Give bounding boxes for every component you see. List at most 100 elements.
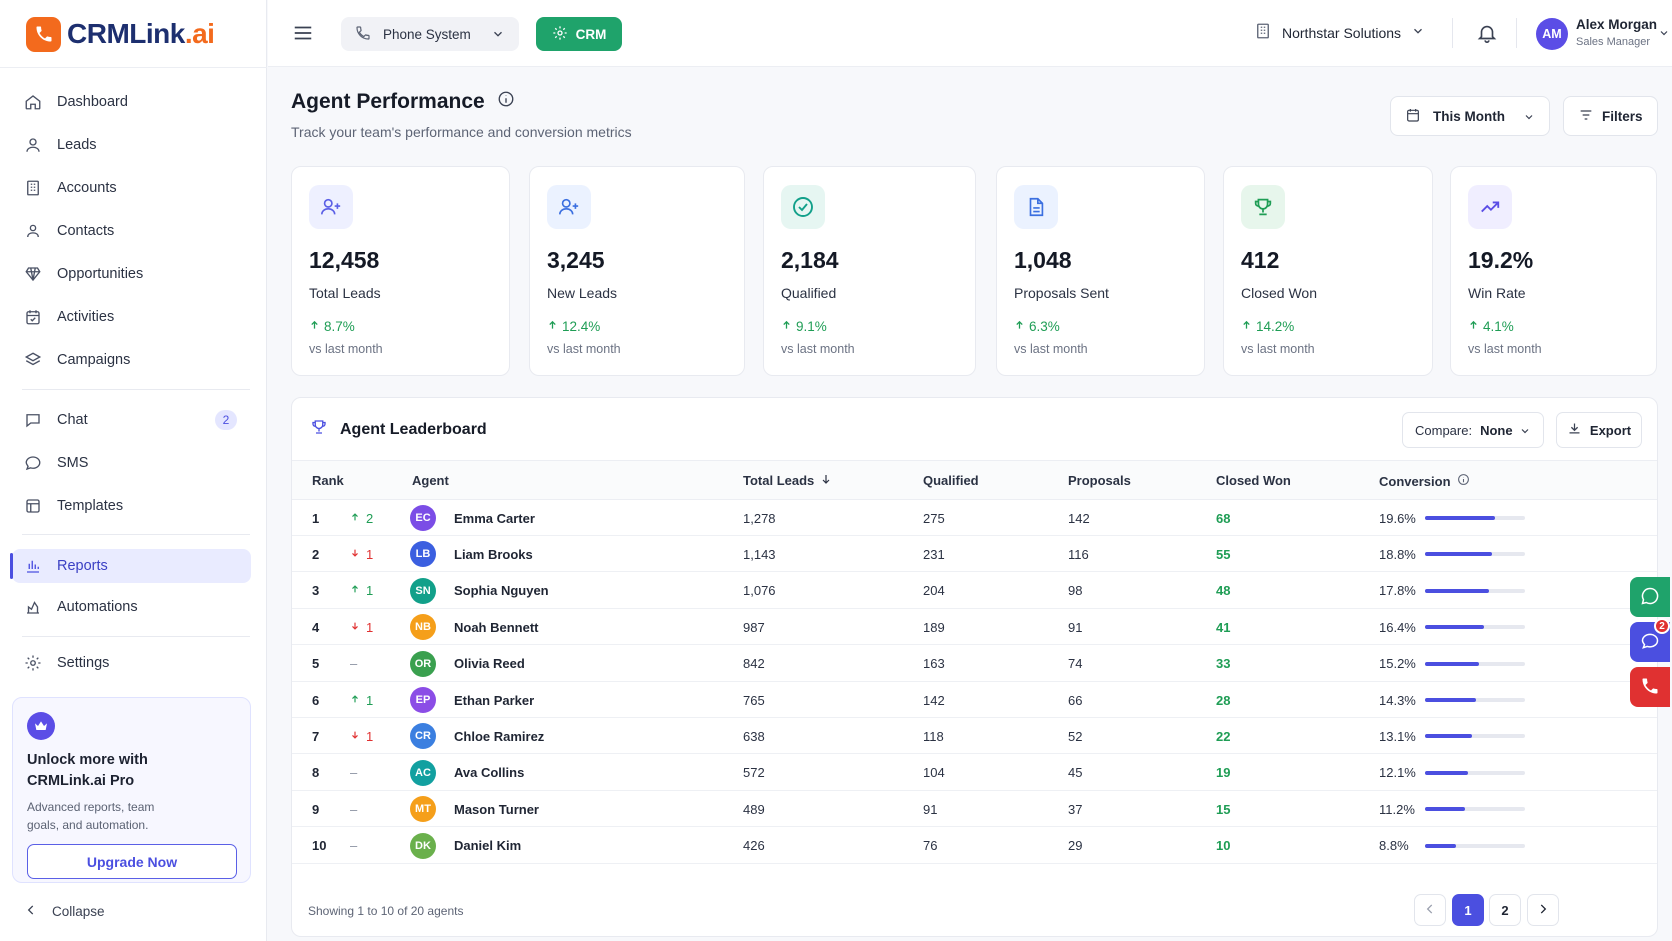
avatar: MT	[410, 796, 436, 823]
column-header-total-leads[interactable]: Total Leads	[743, 473, 832, 488]
avatar[interactable]: AM	[1536, 18, 1568, 50]
agent-cell[interactable]: AC Ava Collins	[410, 755, 524, 791]
compare-dropdown[interactable]: Compare: None	[1402, 412, 1544, 448]
kpi-card-win-rate[interactable]: 19.2% Win Rate 4.1% vs last month	[1450, 166, 1657, 376]
sidebar-item-leads[interactable]: Leads	[12, 128, 251, 162]
kpi-value: 3,245	[547, 247, 605, 273]
column-header-proposals[interactable]: Proposals	[1068, 473, 1131, 488]
sidebar-item-activities[interactable]: Activities	[12, 300, 251, 334]
table-row[interactable]: 9 – MT Mason Turner 489 91 37 15 11.2%	[292, 791, 1657, 828]
arrow-up-icon	[1468, 319, 1479, 334]
sidebar-item-accounts[interactable]: Accounts	[12, 171, 251, 205]
proposals-value: 66	[1068, 692, 1083, 708]
pagination-page-1[interactable]: 1	[1452, 894, 1484, 926]
chevron-down-icon[interactable]	[1658, 26, 1670, 42]
brand-logo[interactable]: CRMLink.ai	[26, 16, 215, 52]
sidebar-separator	[22, 534, 250, 535]
column-header-closed-won[interactable]: Closed Won	[1216, 473, 1291, 488]
kpi-change-value: 9.1%	[796, 319, 827, 334]
table-row[interactable]: 6 1 EP Ethan Parker 765 142 66 28 14.3%	[292, 682, 1657, 718]
sidebar-item-automations[interactable]: Automations	[12, 590, 251, 624]
agent-cell[interactable]: CR Chloe Ramirez	[410, 718, 544, 754]
agent-cell[interactable]: EP Ethan Parker	[410, 682, 534, 718]
kpi-comparison: vs last month	[547, 342, 621, 356]
column-header-agent[interactable]: Agent	[412, 473, 449, 488]
agent-cell[interactable]: NB Noah Bennett	[410, 609, 539, 645]
table-row[interactable]: 2 1 LB Liam Brooks 1,143 231 116 55 18.8…	[292, 536, 1657, 573]
whatsapp-float-button[interactable]	[1630, 577, 1670, 617]
crm-button[interactable]: CRM	[536, 17, 622, 51]
conversion-bar	[1425, 770, 1525, 775]
info-icon[interactable]	[497, 90, 515, 114]
kpi-card-new-leads[interactable]: 3,245 New Leads 12.4% vs last month	[529, 166, 745, 376]
table-row[interactable]: 5 – OR Olivia Reed 842 163 74 33 15.2%	[292, 646, 1657, 682]
sidebar-item-settings[interactable]: Settings	[12, 646, 251, 680]
agent-name[interactable]: Liam Brooks	[454, 546, 533, 562]
chat-icon	[23, 410, 43, 430]
agent-name[interactable]: Ava Collins	[454, 765, 525, 781]
sidebar-item-label: Dashboard	[57, 94, 128, 110]
sidebar-item-contacts[interactable]: Contacts	[12, 214, 251, 248]
agent-name[interactable]: Noah Bennett	[454, 619, 539, 635]
export-button[interactable]: Export	[1556, 412, 1642, 448]
organization-switcher[interactable]: Northstar Solutions	[1254, 22, 1425, 43]
sidebar-item-templates[interactable]: Templates	[12, 489, 251, 523]
agent-name[interactable]: Mason Turner	[454, 801, 539, 817]
agent-cell[interactable]: OR Olivia Reed	[410, 646, 525, 682]
agent-name[interactable]: Emma Carter	[454, 510, 535, 526]
rank-change: –	[350, 646, 357, 682]
proposals-value: 116	[1068, 546, 1089, 562]
pagination-page-2[interactable]: 2	[1489, 894, 1521, 926]
agent-name[interactable]: Olivia Reed	[454, 656, 525, 672]
table-row[interactable]: 10 – DK Daniel Kim 426 76 29 10 8.8%	[292, 828, 1657, 864]
rank-value: 3	[312, 583, 320, 599]
kpi-card-closed-won[interactable]: 412 Closed Won 14.2% vs last month	[1223, 166, 1433, 376]
kpi-card-qualified[interactable]: 2,184 Qualified 9.1% vs last month	[763, 166, 976, 376]
agent-cell[interactable]: SN Sophia Nguyen	[410, 573, 549, 609]
sidebar-item-opportunities[interactable]: Opportunities	[12, 257, 251, 291]
column-header-rank[interactable]: Rank	[312, 473, 344, 488]
phone-system-dropdown[interactable]: Phone System	[341, 17, 519, 51]
chat-float-button[interactable]: 2	[1630, 618, 1670, 662]
kpi-card-proposals-sent[interactable]: 1,048 Proposals Sent 6.3% vs last month	[996, 166, 1205, 376]
table-row[interactable]: 7 1 CR Chloe Ramirez 638 118 52 22 13.1%	[292, 718, 1657, 755]
filters-label: Filters	[1602, 108, 1643, 124]
period-label: This Month	[1433, 108, 1505, 124]
kpi-card-total-leads[interactable]: 12,458 Total Leads 8.7% vs last month	[291, 166, 510, 376]
column-header-qualified[interactable]: Qualified	[923, 473, 979, 488]
bell-icon[interactable]	[1476, 22, 1498, 47]
filters-button[interactable]: Filters	[1563, 96, 1658, 136]
table-row[interactable]: 1 2 EC Emma Carter 1,278 275 142 68 19.6…	[292, 500, 1657, 536]
total-leads-value: 572	[743, 765, 765, 781]
agent-name[interactable]: Ethan Parker	[454, 692, 535, 708]
table-row[interactable]: 8 – AC Ava Collins 572 104 45 19 12.1%	[292, 755, 1657, 791]
sidebar-item-sms[interactable]: SMS	[12, 446, 251, 480]
column-header-conversion[interactable]: Conversion	[1379, 473, 1470, 489]
upgrade-now-button[interactable]: Upgrade Now	[27, 844, 237, 879]
sidebar-item-reports[interactable]: Reports	[10, 549, 251, 583]
info-icon[interactable]	[1457, 473, 1470, 489]
pagination-prev-button[interactable]	[1414, 894, 1446, 926]
agent-cell[interactable]: MT Mason Turner	[410, 791, 539, 827]
sidebar-item-dashboard[interactable]: Dashboard	[12, 85, 251, 119]
user-name[interactable]: Alex Morgan	[1576, 17, 1658, 32]
menu-icon[interactable]	[292, 22, 314, 47]
pagination-next-button[interactable]	[1527, 894, 1559, 926]
agent-cell[interactable]: DK Daniel Kim	[410, 828, 521, 864]
collapse-label: Collapse	[52, 904, 105, 919]
sidebar-item-campaigns[interactable]: Campaigns	[12, 343, 251, 377]
sidebar-item-chat[interactable]: Chat 2	[12, 403, 251, 437]
agent-name[interactable]: Sophia Nguyen	[454, 583, 549, 599]
agent-cell[interactable]: LB Liam Brooks	[410, 536, 533, 572]
agent-name[interactable]: Daniel Kim	[454, 838, 522, 854]
table-row[interactable]: 3 1 SN Sophia Nguyen 1,076 204 98 48 17.…	[292, 573, 1657, 609]
period-dropdown[interactable]: This Month	[1390, 96, 1550, 136]
call-float-button[interactable]	[1630, 667, 1670, 707]
qualified-value: 275	[923, 510, 945, 526]
agent-name[interactable]: Chloe Ramirez	[454, 728, 545, 744]
agent-cell[interactable]: EC Emma Carter	[410, 500, 535, 536]
total-leads-value: 489	[743, 801, 765, 817]
table-row[interactable]: 4 1 NB Noah Bennett 987 189 91 41 16.4%	[292, 609, 1657, 646]
collapse-sidebar-button[interactable]: Collapse	[24, 903, 105, 920]
sidebar-item-label: Accounts	[57, 180, 117, 196]
